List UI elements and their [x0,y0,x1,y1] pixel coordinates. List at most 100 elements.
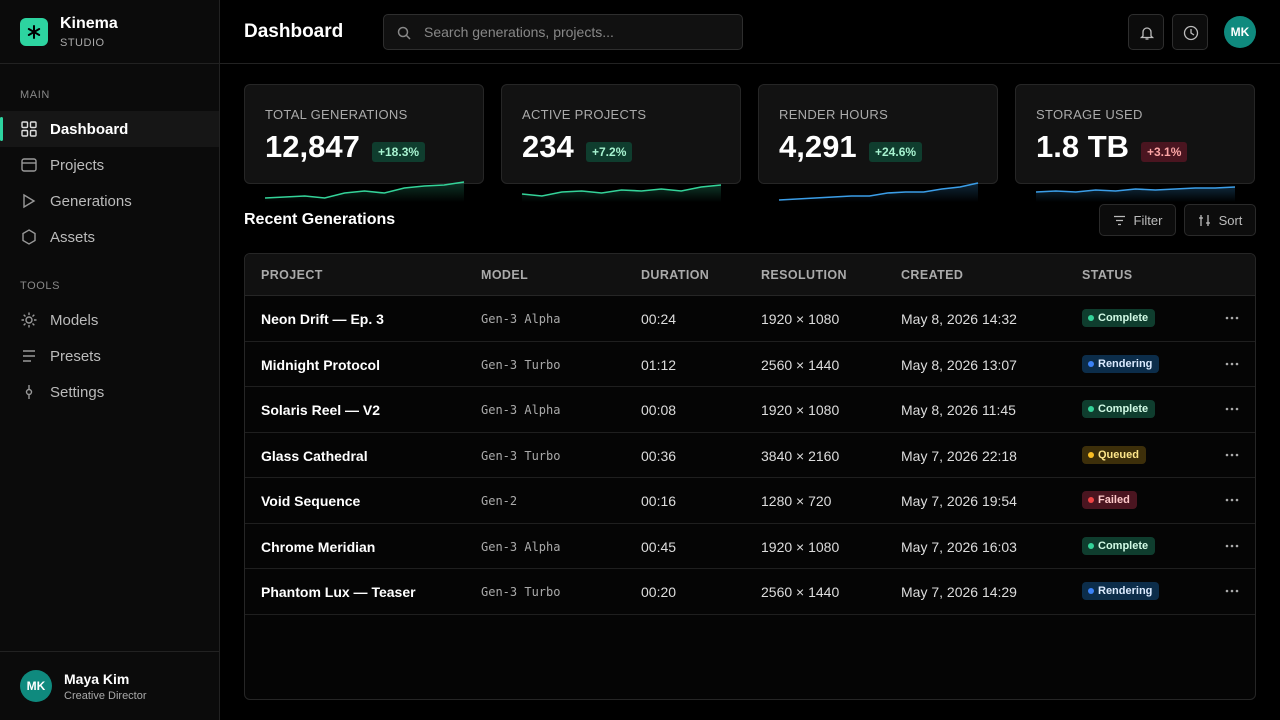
nav-label: Assets [50,228,96,246]
sparkline [1035,186,1236,202]
status-label: Rendering [1098,357,1153,370]
nav-label: Generations [50,192,132,210]
section-title: Recent Generations [244,211,396,228]
table-cell: 00:08 [641,402,677,418]
sparkline-line [1035,186,1236,193]
table-cell: 1280 × 720 [761,493,832,509]
page-title: Dashboard [244,21,344,42]
button-label: Filter [1133,212,1163,228]
dot [1230,362,1234,365]
table-row[interactable]: Void Sequence Gen-2 00:16 1280 × 720 May 7, … [245,478,1255,524]
table-row[interactable]: Glass Cathedral Gen-3 Turbo 00:36 3840 × 21… [245,433,1255,478]
sparkline-line [264,181,465,199]
status-dot [1088,451,1094,458]
dot [1225,544,1229,547]
row-menu[interactable] [1225,407,1239,411]
brand-tagline: STUDIO [60,37,105,49]
dot [1235,498,1239,502]
search-box[interactable]: Search generations, projects... [383,14,743,50]
nav-item[interactable]: Projects [0,147,219,183]
stat-change: +7.2% [586,142,633,162]
nav-item[interactable]: Generations [0,183,219,219]
column-header: MODEL [481,268,529,282]
row-menu[interactable] [1225,498,1239,502]
table-cell: 00:20 [641,584,677,600]
nav-label: Settings [50,383,105,401]
status-badge: Complete [1082,400,1156,418]
dot [1235,544,1239,547]
sparkline-area [1036,187,1235,202]
table-row[interactable]: Chrome Meridian Gen-3 Alpha 00:45 1920 × 10… [245,524,1255,569]
stat-card: STORAGE USED 1.8 TB +3.1% [1015,84,1255,202]
status-badge: Queued [1082,445,1146,464]
logo [20,18,48,46]
nav-item[interactable]: Settings [0,374,219,410]
table-cell: May 8, 2026 13:07 [901,356,1017,373]
nav-item[interactable]: Assets [0,219,219,255]
row-menu[interactable] [1225,362,1239,366]
row-menu[interactable] [1225,316,1239,320]
dot [1225,498,1229,502]
table-cell: Phantom Lux — Teaser [261,584,416,600]
table-cell: Chrome Meridian [261,538,376,555]
divider [0,63,219,64]
nav-item[interactable]: Models [0,302,219,338]
nav-section: TOOLS [20,280,61,292]
dot [1230,407,1234,411]
row-menu[interactable] [1225,589,1239,593]
sparkline-area [522,185,721,202]
table-row[interactable]: Solaris Reel — V2 Gen-3 Alpha 00:08 1920 × … [245,387,1255,433]
table-cell: 00:16 [641,493,677,509]
status-label: Failed [1098,494,1130,506]
status-badge: Complete [1082,536,1156,555]
header-avatar[interactable]: MK [1224,16,1256,48]
status-badge: Rendering [1082,354,1160,373]
history-button[interactable] [1172,14,1208,50]
dot [1230,316,1234,320]
filter-button[interactable]: Filter [1099,204,1176,236]
table-cell: May 7, 2026 16:03 [901,538,1017,555]
stat-value: 234 [522,129,574,164]
stat-label: STORAGE USED [1036,107,1143,122]
stat-label: TOTAL GENERATIONS [265,107,408,122]
nav-label: Models [50,311,99,329]
stat-card: ACTIVE PROJECTS 234 +7.2% [501,84,741,202]
nav-section: MAIN [20,89,50,101]
search-placeholder: Search generations, projects... [424,24,614,40]
button-label: Sort [1218,212,1243,228]
sidebar: Kinema STUDIO MAIN Dashboard Projects Ge… [0,0,220,720]
notifications-button[interactable] [1128,14,1164,50]
stat-label: RENDER HOURS [779,107,889,122]
nav-item[interactable]: Dashboard [0,111,219,147]
table-cell: May 7, 2026 14:29 [901,584,1017,600]
dot [1230,453,1234,456]
table-row[interactable]: Midnight Protocol Gen-3 Turbo 01:12 2560 × … [245,342,1255,387]
table-cell: 2560 × 1440 [761,584,840,600]
table-cell: 00:36 [641,447,677,464]
nav-item[interactable]: Presets [0,338,219,374]
table-cell: 1920 × 1080 [761,538,840,555]
table-header: PROJECT MODEL DURATION RESOLUTION CREATED STA… [245,254,1255,296]
stat-change: +24.6% [869,142,923,162]
table-row[interactable]: Neon Drift — Ep. 3 Gen-3 Alpha 00:24 1920 ×… [245,296,1255,342]
status-badge: Rendering [1082,582,1160,600]
dot [1225,362,1229,365]
table-cell: May 8, 2026 14:32 [901,311,1017,327]
sort-button[interactable]: Sort [1184,204,1256,236]
status-label: Complete [1098,312,1149,324]
table-cell: 3840 × 2160 [761,447,840,464]
row-menu[interactable] [1225,544,1239,548]
sparkline [264,181,465,202]
user-avatar: MK [20,670,52,702]
column-header: STATUS [1082,268,1133,282]
table-cell: Gen-3 Alpha [481,403,561,417]
nav-label: Projects [50,156,105,174]
dot [1235,589,1239,593]
stat-label: ACTIVE PROJECTS [522,107,647,122]
status-badge: Complete [1082,309,1156,327]
dot [1235,316,1239,320]
row-menu[interactable] [1225,453,1239,457]
user-name: Maya Kim [64,671,130,687]
table-row[interactable]: Phantom Lux — Teaser Gen-3 Turbo 00:20 2560… [245,569,1255,615]
